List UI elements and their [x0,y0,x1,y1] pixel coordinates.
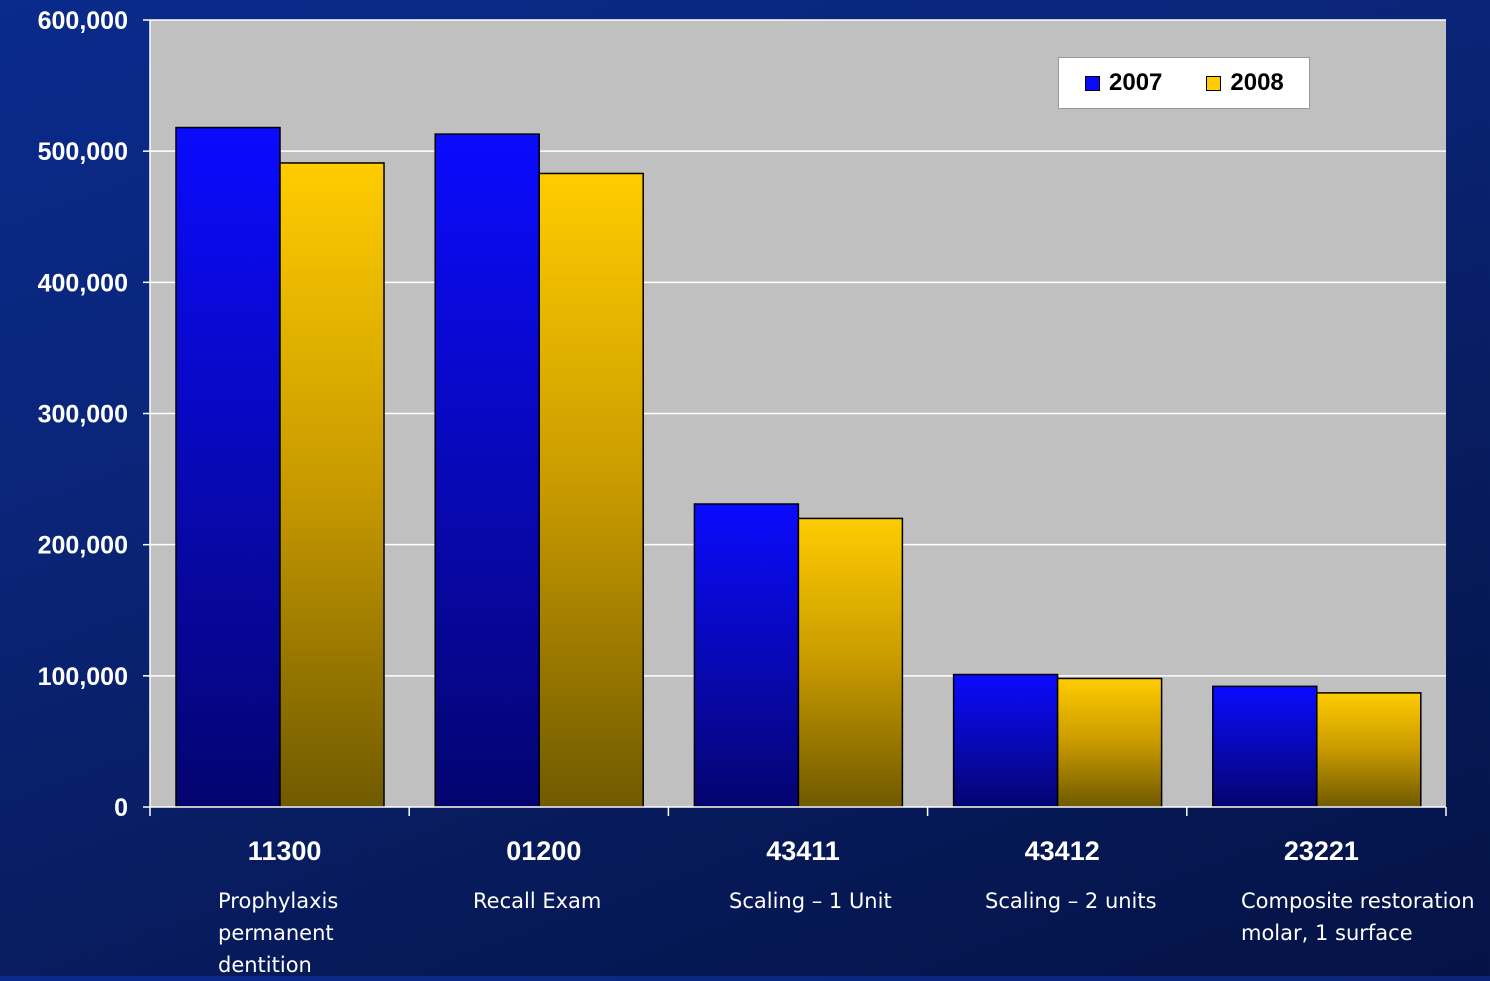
bars [175,126,1422,808]
axes [143,19,1447,816]
category-description: Recall Exam [473,889,602,913]
bar-2008-23221 [1316,692,1422,808]
category-description: Composite restoration molar, 1 surface [1241,889,1475,945]
legend-label-2007: 2007 [1109,69,1163,96]
x-tick-label: 11300 [248,836,322,866]
x-tick-label: 43411 [766,836,840,866]
bar-2008-43412 [1056,677,1163,808]
y-tick-label: 500,000 [38,138,128,166]
category-description: Scaling – 2 units [985,889,1157,913]
axis-labels: 0 100,000 200,000 300,000 400,000 500,000 600,… [38,7,1359,866]
bar-2007-43411 [693,503,800,808]
bar-2008-11300 [279,162,385,808]
legend-label-2008: 2008 [1230,69,1284,96]
bar-2007-23221 [1212,685,1318,808]
legend: 2007 2008 [1058,57,1310,109]
bar-2007-01200 [434,133,540,808]
bar-2008-01200 [538,172,644,808]
legend-swatch-2008 [1206,75,1222,91]
y-tick-label: 300,000 [38,401,128,429]
bar-2007-11300 [175,126,281,808]
y-tick-label: 100,000 [38,663,128,691]
y-tick-label: 400,000 [38,269,128,297]
bar-2007-43412 [952,673,1059,808]
y-tick-label: 0 [114,794,128,822]
legend-swatch-2007 [1085,75,1100,91]
y-tick-label: 600,000 [38,7,128,35]
category-description: Prophylaxis permanent dentition [218,889,339,977]
x-tick-label: 23221 [1284,836,1359,866]
x-tick-label: 43412 [1025,836,1100,866]
legend-item-2008: 2008 [1206,69,1284,97]
y-tick-label: 200,000 [38,532,128,560]
bar-2008-43411 [797,517,904,808]
legend-item-2007: 2007 [1085,69,1162,97]
category-description: Scaling – 1 Unit [729,889,892,913]
x-tick-label: 01200 [506,836,581,866]
